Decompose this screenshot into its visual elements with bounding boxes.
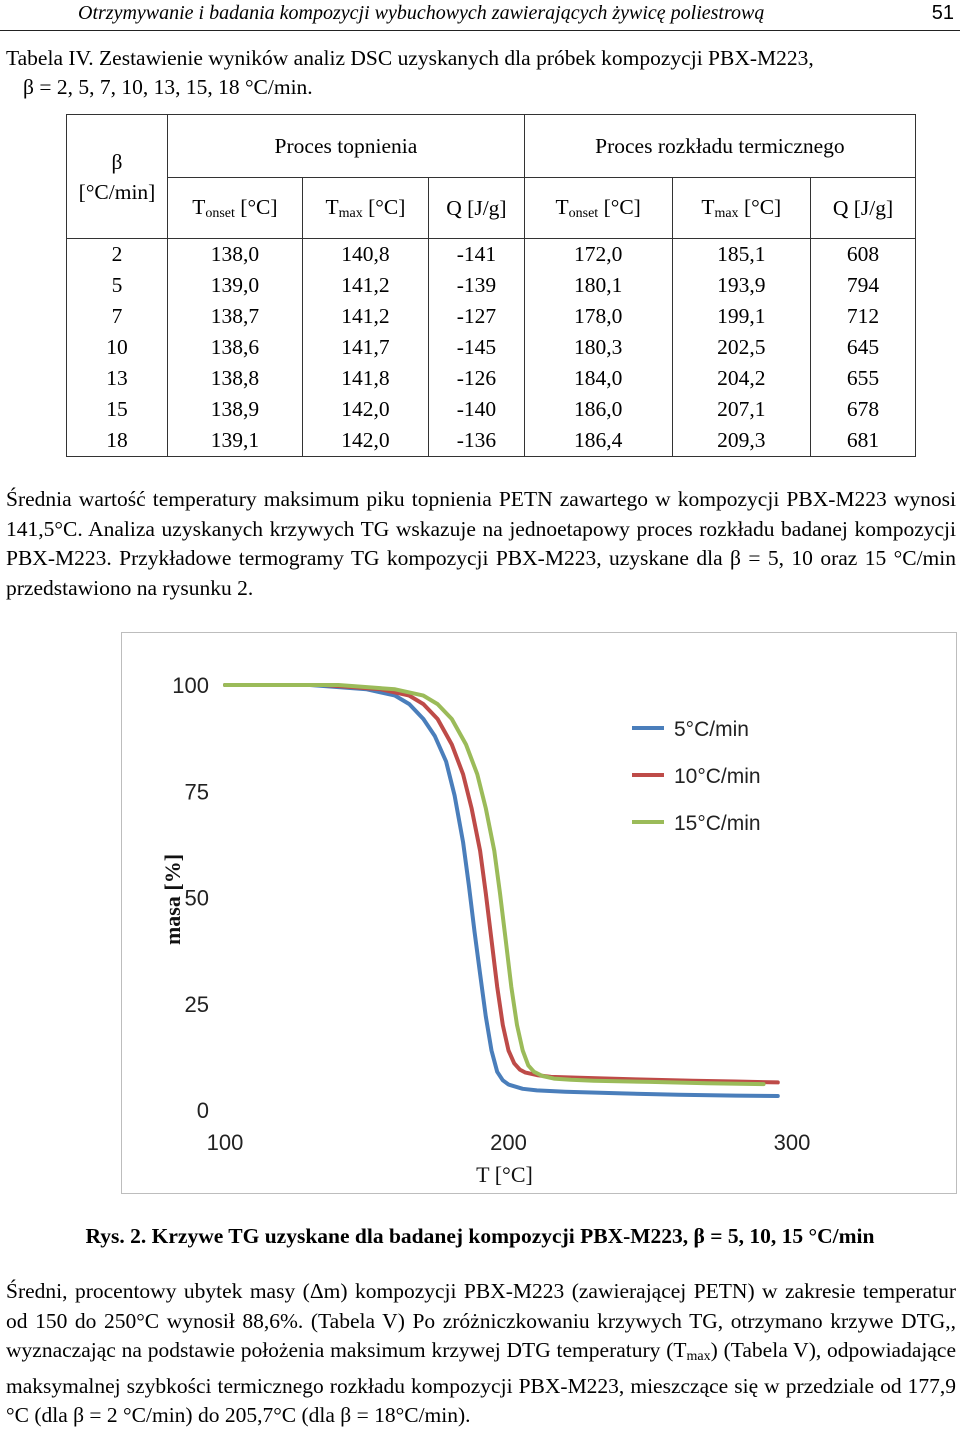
cell-tmax-decomp: 207,1: [671, 394, 811, 425]
cell-tonset-melting: 139,1: [167, 425, 303, 457]
legend-label-1: 5°C/min: [674, 718, 749, 741]
col-header-q-melting: Q [J/g]: [428, 177, 525, 239]
cell-tonset-melting: 139,0: [167, 270, 303, 301]
table-row: 13 138,8 141,8 -126 184,0 204,2 655: [66, 363, 917, 394]
table-caption-line1: Tabela IV. Zestawienie wyników analiz DS…: [6, 46, 814, 70]
series-line-3: [223, 683, 766, 1087]
y-axis-label: masa [%]: [160, 854, 185, 945]
cell-tmax-melting: 141,7: [301, 332, 430, 363]
cell-tonset-melting: 138,8: [167, 363, 303, 394]
cell-q-decomp: 794: [809, 270, 917, 301]
cell-q-melting: -136: [428, 425, 525, 457]
cell-tmax-decomp: 202,5: [671, 332, 811, 363]
cell-beta: 7: [66, 301, 168, 332]
series-line-2: [223, 683, 780, 1085]
cell-q-decomp: 712: [809, 301, 917, 332]
table-row: 15 138,9 142,0 -140 186,0 207,1 678: [66, 394, 917, 425]
cell-tmax-melting: 142,0: [301, 425, 430, 457]
table-subheader-row: Tonset [°C] Tmax [°C] Q [J/g] Tonset [°C…: [67, 177, 917, 239]
table-caption-line2: β = 2, 5, 7, 10, 13, 15, 18 °C/min.: [23, 75, 313, 99]
cell-tonset-decomp: 184,0: [523, 363, 673, 394]
cell-tonset-decomp: 180,1: [523, 270, 673, 301]
figure-caption: Rys. 2. Krzywe TG uzyskane dla badanej k…: [85, 1224, 875, 1248]
running-title: Otrzymywanie i badania kompozycji wybuch…: [78, 2, 765, 24]
table-row: 5 139,0 141,2 -139 180,1 193,9 794: [66, 270, 917, 301]
cell-tonset-decomp: 186,4: [523, 425, 673, 457]
cell-q-decomp: 681: [809, 425, 917, 457]
beta-column-header: β [°C/min]: [66, 114, 168, 239]
cell-tmax-melting: 142,0: [301, 394, 430, 425]
col-header-q-decomp: Q [J/g]: [809, 177, 917, 239]
y-tick-label: 75: [185, 779, 209, 804]
table-row: 2 138,0 140,8 -141 172,0 185,1 608: [66, 238, 917, 270]
page-header: Otrzymywanie i badania kompozycji wybuch…: [0, 0, 960, 31]
cell-beta: 13: [66, 363, 168, 394]
cell-beta: 15: [66, 394, 168, 425]
cell-q-decomp: 655: [809, 363, 917, 394]
decomposition-group-header: Proces rozkładu termicznego: [523, 114, 917, 178]
dsc-results-table: β [°C/min] Proces topnienia Proces rozkła…: [66, 114, 917, 457]
cell-tmax-melting: 140,8: [301, 238, 430, 270]
cell-q-melting: -127: [428, 301, 525, 332]
cell-tonset-decomp: 172,0: [523, 238, 673, 270]
cell-q-melting: -141: [428, 238, 525, 270]
cell-tonset-melting: 138,0: [167, 238, 303, 270]
cell-tonset-melting: 138,6: [167, 332, 303, 363]
cell-q-melting: -145: [428, 332, 525, 363]
x-tick-label: 100: [207, 1130, 244, 1155]
cell-tonset-decomp: 180,3: [523, 332, 673, 363]
table-row: 10 138,6 141,7 -145 180,3 202,5 645: [66, 332, 917, 363]
cell-q-melting: -139: [428, 270, 525, 301]
cell-tmax-melting: 141,2: [301, 270, 430, 301]
cell-tmax-decomp: 185,1: [671, 238, 811, 270]
col-header-tonset-melting: Tonset [°C]: [167, 177, 303, 239]
cell-tmax-melting: 141,8: [301, 363, 430, 394]
x-axis-label: T [°C]: [476, 1162, 533, 1187]
tg-figure: 0 25 50 75 100 100 200 300 T [°C] masa [%] 5°C/min…: [121, 632, 957, 1194]
tg-chart: 0 25 50 75 100 100 200 300 T [°C] masa [%] 5°C/min…: [160, 673, 811, 1187]
cell-tmax-decomp: 199,1: [671, 301, 811, 332]
cell-tonset-decomp: 186,0: [523, 394, 673, 425]
cell-tonset-decomp: 178,0: [523, 301, 673, 332]
cell-tonset-melting: 138,9: [167, 394, 303, 425]
legend-label-3: 15°C/min: [674, 812, 761, 835]
series-line-1: [223, 683, 780, 1098]
cell-tmax-decomp: 209,3: [671, 425, 811, 457]
cell-beta: 2: [66, 238, 168, 270]
table-row: 18 139,1 142,0 -136 186,4 209,3 681: [66, 425, 917, 457]
y-tick-label: 50: [185, 886, 209, 911]
paragraph-mass-loss: Średni, procentowy ubytek masy (Δm) komp…: [6, 1279, 956, 1427]
cell-tonset-melting: 138,7: [167, 301, 303, 332]
cell-q-decomp: 608: [809, 238, 917, 270]
legend-label-2: 10°C/min: [674, 765, 761, 788]
cell-beta: 5: [66, 270, 168, 301]
cell-beta: 18: [66, 425, 168, 457]
col-header-tonset-decomp: Tonset [°C]: [523, 177, 673, 239]
x-tick-label: 200: [490, 1130, 527, 1155]
y-tick-label: 0: [197, 1098, 209, 1123]
cell-tmax-decomp: 193,9: [671, 270, 811, 301]
table-body: 2 138,0 140,8 -141 172,0 185,1 608 5 139,0 141,2-…: [66, 238, 917, 457]
col-header-tmax-melting: Tmax [°C]: [301, 177, 430, 239]
x-tick-label: 300: [774, 1130, 811, 1155]
cell-tmax-melting: 141,2: [301, 301, 430, 332]
paragraph-melting-summary: Średnia wartość temperatury maksimum pik…: [6, 487, 956, 600]
cell-tmax-decomp: 204,2: [671, 363, 811, 394]
cell-q-melting: -126: [428, 363, 525, 394]
col-header-tmax-decomp: Tmax [°C]: [671, 177, 811, 239]
table-header-row: β [°C/min] Proces topnienia Proces rozkła…: [66, 114, 917, 239]
table-row: 7 138,7 141,2 -127 178,0 199,1 712: [66, 301, 917, 332]
cell-beta: 10: [66, 332, 168, 363]
cell-q-decomp: 678: [809, 394, 917, 425]
cell-q-decomp: 645: [809, 332, 917, 363]
melting-group-header: Proces topnienia: [167, 114, 525, 178]
page-number: 51: [931, 2, 954, 24]
table-caption: Tabela IV. Zestawienie wyników analiz DS…: [6, 44, 956, 102]
y-tick-label: 25: [185, 992, 209, 1017]
cell-q-melting: -140: [428, 394, 525, 425]
y-tick-label: 100: [172, 673, 209, 698]
